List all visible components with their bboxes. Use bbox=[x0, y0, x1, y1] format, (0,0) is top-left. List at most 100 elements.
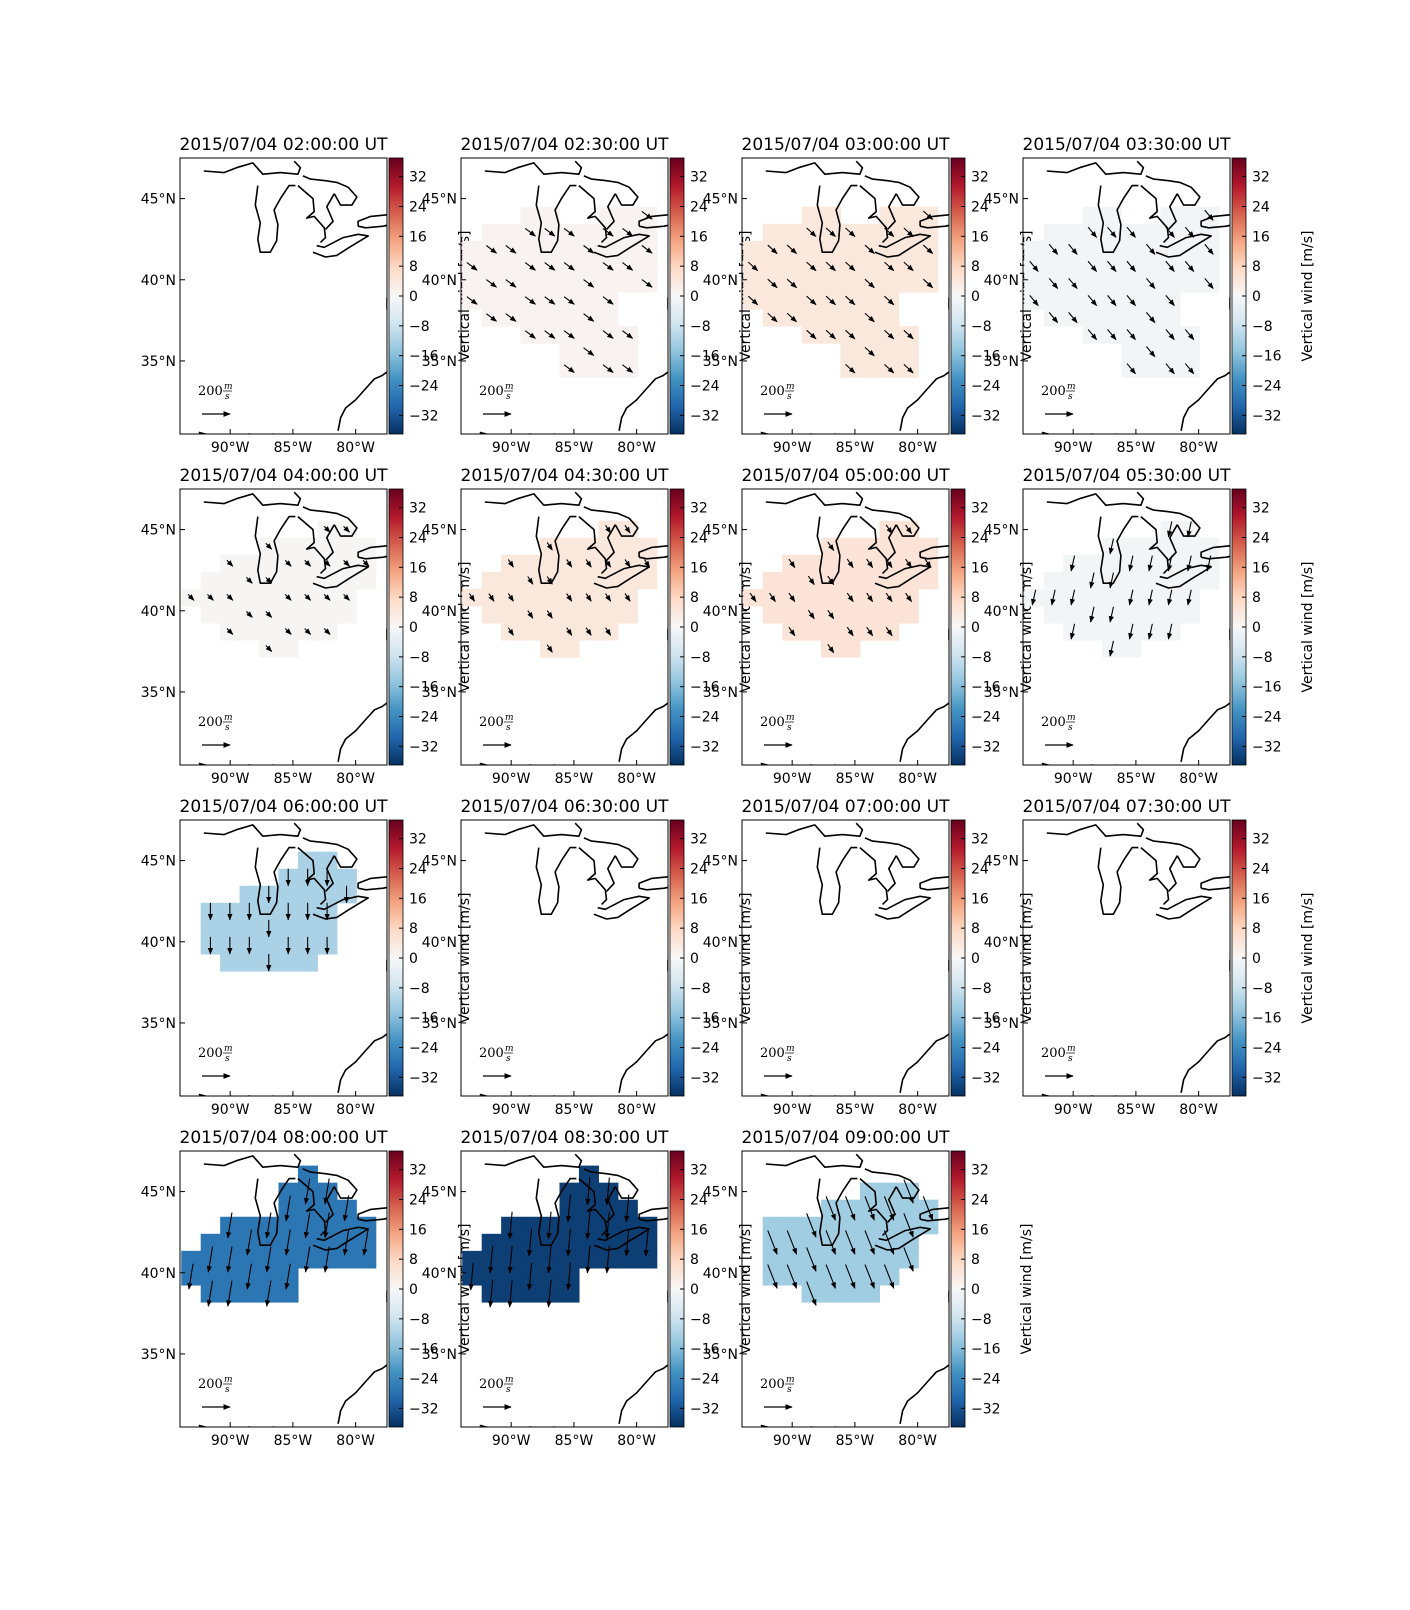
data-cell bbox=[356, 1250, 377, 1269]
data-cell bbox=[317, 885, 338, 904]
panel-title: 2015/07/04 05:00:00 UT bbox=[742, 466, 951, 486]
quiver-key: 200 ms bbox=[198, 1375, 233, 1410]
quiver-key-unit-den: s bbox=[506, 392, 511, 402]
wind-arrow bbox=[1204, 209, 1214, 221]
coastline bbox=[484, 822, 583, 837]
map-content bbox=[1024, 160, 1230, 434]
data-cell bbox=[840, 605, 861, 624]
x-tick-label: 80°W bbox=[617, 1433, 656, 1449]
data-cell bbox=[239, 953, 260, 972]
x-tick-label: 80°W bbox=[617, 440, 656, 456]
coastline bbox=[1041, 762, 1118, 765]
data-cell bbox=[336, 868, 357, 887]
y-tick-label: 40°N bbox=[703, 935, 738, 951]
colorbar-tick-label: 24 bbox=[1252, 530, 1270, 546]
data-cell bbox=[879, 1182, 900, 1201]
colorbar-tick-label: 0 bbox=[409, 289, 418, 305]
wind-arrow bbox=[507, 1211, 513, 1240]
coastline bbox=[638, 1207, 668, 1222]
colorbar: 32 24 16 8 0 −8 −16 −24 −32 Vertical wind [m/s] bbox=[1231, 819, 1316, 1097]
coastline bbox=[760, 1424, 837, 1427]
x-tick-label: 85°W bbox=[1117, 1102, 1156, 1118]
data-cell bbox=[879, 1250, 900, 1269]
x-tick-label: 85°W bbox=[836, 1102, 875, 1118]
wind-arrow bbox=[566, 627, 573, 636]
data-cell bbox=[559, 343, 580, 361]
map-panel: 2015/07/04 04:30:00 UT 200 ms 90°W 85°W 80°W 4… bbox=[422, 466, 754, 787]
wind-arrow bbox=[1048, 312, 1059, 324]
data-cell bbox=[1121, 605, 1142, 624]
data-cell bbox=[859, 326, 880, 344]
x-tick-label: 85°W bbox=[555, 1102, 594, 1118]
colorbar-tick-label: −8 bbox=[971, 319, 992, 335]
coastline bbox=[864, 837, 920, 868]
data-cell bbox=[540, 240, 561, 259]
coastline bbox=[203, 160, 302, 175]
wind-arrow bbox=[1069, 555, 1076, 572]
data-cell bbox=[578, 360, 599, 378]
quiver-key: 200 ms bbox=[760, 1375, 795, 1410]
y-tick-label: 35°N bbox=[703, 1347, 738, 1363]
wind-arrow bbox=[767, 1264, 778, 1289]
data-cell bbox=[637, 223, 658, 242]
data-cell bbox=[559, 1284, 580, 1303]
wind-arrow bbox=[342, 1229, 350, 1256]
coastline bbox=[1097, 846, 1139, 915]
wind-arrow bbox=[825, 1230, 836, 1255]
quiver-key-value: 200 bbox=[198, 1377, 223, 1392]
colorbar-tick-label: −8 bbox=[409, 650, 430, 666]
data-cell bbox=[743, 274, 764, 293]
data-cell bbox=[782, 1250, 803, 1269]
data-cell bbox=[559, 639, 580, 658]
colorbar-tick-label: −16 bbox=[971, 1342, 1001, 1358]
data-cell bbox=[1102, 588, 1123, 607]
wind-arrow bbox=[1126, 295, 1136, 307]
colorbar-tick-label: 24 bbox=[1252, 199, 1270, 215]
data-cell bbox=[1199, 223, 1220, 242]
wind-arrow bbox=[864, 1196, 875, 1221]
data-cell bbox=[782, 257, 803, 276]
wind-arrow bbox=[362, 559, 370, 567]
colorbar-tick-label: −24 bbox=[690, 1041, 720, 1057]
data-cell bbox=[1179, 206, 1200, 225]
data-cell bbox=[520, 1284, 541, 1303]
data-cell bbox=[278, 1284, 299, 1303]
coastline bbox=[816, 515, 858, 584]
coastline bbox=[583, 506, 639, 537]
wind-arrow bbox=[845, 1264, 856, 1289]
data-cell bbox=[501, 1267, 522, 1286]
data-cell bbox=[1102, 622, 1123, 641]
colorbar-tick-label: −32 bbox=[971, 1401, 1001, 1417]
data-cell bbox=[821, 554, 842, 573]
coastline bbox=[302, 837, 358, 868]
data-cell bbox=[578, 326, 599, 344]
map-panel: 2015/07/04 02:30:00 UT 200 ms 90°W 85°W 80°W 4… bbox=[422, 135, 754, 456]
wind-arrow bbox=[563, 330, 575, 339]
x-tick-label: 85°W bbox=[555, 440, 594, 456]
data-cell bbox=[297, 1165, 318, 1184]
quiver-key-unit-num: m bbox=[224, 382, 233, 392]
wind-arrow bbox=[825, 227, 836, 237]
data-cell bbox=[356, 571, 377, 590]
colorbar-tick-label: 16 bbox=[690, 229, 708, 245]
data-cell bbox=[1043, 223, 1064, 242]
wind-arrow bbox=[485, 313, 498, 322]
data-cell bbox=[336, 1250, 357, 1269]
wind-arrow bbox=[768, 592, 776, 603]
data-cell bbox=[1082, 240, 1103, 259]
map-content bbox=[743, 160, 949, 434]
colorbar-tick-label: 32 bbox=[971, 501, 989, 517]
coastline bbox=[886, 193, 897, 230]
data-cell bbox=[1121, 343, 1142, 361]
wind-arrow bbox=[1145, 346, 1156, 358]
colorbar-tick-label: 8 bbox=[690, 921, 699, 937]
data-cell bbox=[1140, 360, 1161, 378]
colorbar-tick-label: −16 bbox=[409, 680, 439, 696]
quiver-key-unit-num: m bbox=[1067, 1044, 1076, 1054]
data-cell bbox=[617, 1216, 638, 1235]
wind-arrow bbox=[342, 1195, 350, 1222]
wind-arrow bbox=[245, 1263, 252, 1290]
panel-title: 2015/07/04 08:00:00 UT bbox=[180, 1128, 389, 1148]
colorbar-tick-label: 32 bbox=[971, 1163, 989, 1179]
data-cell bbox=[1043, 605, 1064, 624]
